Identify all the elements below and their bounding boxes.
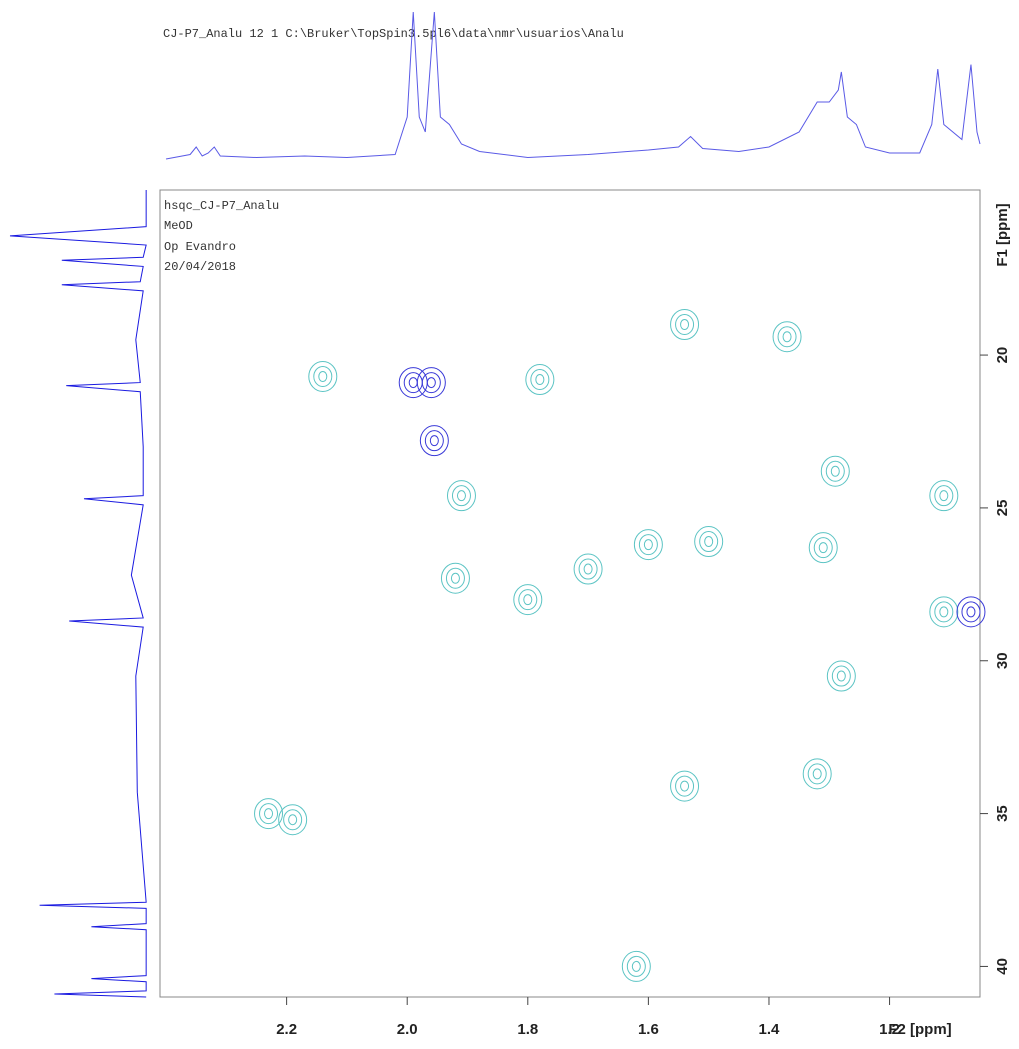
cross-peak (826, 660, 856, 692)
cross-peak (445, 567, 465, 589)
cross-peak (929, 596, 959, 628)
cross-peak (530, 369, 550, 391)
cross-peak (451, 485, 471, 507)
annotation: 20/04/2018 (164, 260, 236, 274)
cross-peak (961, 601, 981, 623)
x-tick-label: 2.0 (397, 1021, 418, 1038)
y-tick-label: 35 (994, 805, 1011, 822)
cross-peak (446, 480, 476, 512)
cross-peak (802, 758, 832, 790)
cross-peak (573, 553, 603, 585)
cross-peak (820, 455, 850, 487)
cross-peak (416, 367, 446, 399)
cross-peak (966, 606, 976, 618)
y-tick-label: 30 (994, 652, 1011, 669)
cross-peak (313, 365, 333, 387)
cross-peak (264, 808, 274, 820)
cross-peak (818, 542, 828, 554)
cross-peak (934, 601, 954, 623)
cross-peak (956, 596, 986, 628)
cross-peak (403, 372, 423, 394)
cross-peak (283, 809, 303, 831)
x-tick-label: 2.2 (276, 1021, 297, 1038)
cross-peak (694, 526, 724, 558)
cross-peak (259, 803, 279, 825)
title: CJ-P7_Analu 12 1 C:\Bruker\TopSpin3.5pl6… (163, 27, 624, 41)
cross-peak (424, 430, 444, 452)
cross-peak (777, 326, 797, 348)
cross-peak (939, 490, 949, 502)
cross-peak (675, 314, 695, 335)
cross-peak (939, 606, 949, 618)
cross-peak (419, 425, 449, 457)
cross-peak (808, 532, 838, 564)
cross-peak (782, 331, 792, 343)
cross-peak (836, 670, 846, 682)
x-tick-label: 1.8 (517, 1021, 538, 1038)
cross-peak (578, 558, 598, 580)
y-tick-label: 25 (994, 500, 1011, 517)
cross-peak (621, 950, 651, 982)
cross-peak (518, 589, 538, 611)
cross-peak (408, 377, 418, 389)
cross-peak (830, 465, 840, 477)
cross-peak (308, 360, 338, 392)
cross-peak (670, 770, 700, 802)
cross-peak (825, 460, 845, 482)
cross-peak (699, 531, 719, 553)
cross-peak (812, 768, 822, 780)
cross-peak (831, 665, 851, 687)
f1-projection (9, 190, 147, 998)
cross-peak (583, 563, 593, 575)
cross-peak (813, 537, 833, 559)
cross-peak (680, 780, 690, 792)
y-tick-label: 20 (994, 347, 1011, 364)
x-axis-label: F2 [ppm] (888, 1021, 951, 1038)
cross-peak (421, 372, 441, 394)
cross-peak (638, 534, 658, 556)
cross-peak (450, 572, 460, 584)
cross-peak (525, 364, 555, 396)
cross-peak (643, 539, 653, 551)
cross-peak (456, 490, 466, 502)
y-tick-label: 40 (994, 958, 1011, 975)
x-tick-label: 1.4 (759, 1021, 781, 1038)
cross-peak (440, 562, 470, 594)
cross-peak (288, 814, 298, 826)
cross-peak (704, 536, 714, 548)
cross-peak (633, 529, 663, 561)
cross-peak (934, 485, 954, 507)
y-axis-label: F1 [ppm] (994, 203, 1011, 266)
f2-projection (165, 11, 981, 160)
cross-peak (680, 319, 690, 330)
x-tick-label: 1.6 (638, 1021, 659, 1038)
x-tick-label: 1.2 (879, 1021, 900, 1038)
annotation: hsqc_CJ-P7_Analu (164, 199, 279, 213)
cross-peak (675, 775, 695, 797)
cross-peak (670, 309, 700, 340)
cross-peak (278, 804, 308, 836)
cross-peak (318, 370, 328, 382)
cross-peak (807, 763, 827, 785)
plot-frame (159, 189, 981, 998)
cross-peak (254, 798, 284, 830)
cross-peak (772, 321, 802, 353)
cross-peak (429, 435, 439, 447)
cross-peak (626, 955, 646, 977)
annotation: MeOD (164, 219, 193, 233)
cross-peak (426, 377, 436, 389)
cross-peak (631, 960, 641, 972)
annotation: Op Evandro (164, 240, 236, 254)
cross-peak (929, 480, 959, 512)
cross-peak (513, 584, 543, 616)
cross-peak (523, 594, 533, 606)
cross-peak (535, 374, 545, 386)
